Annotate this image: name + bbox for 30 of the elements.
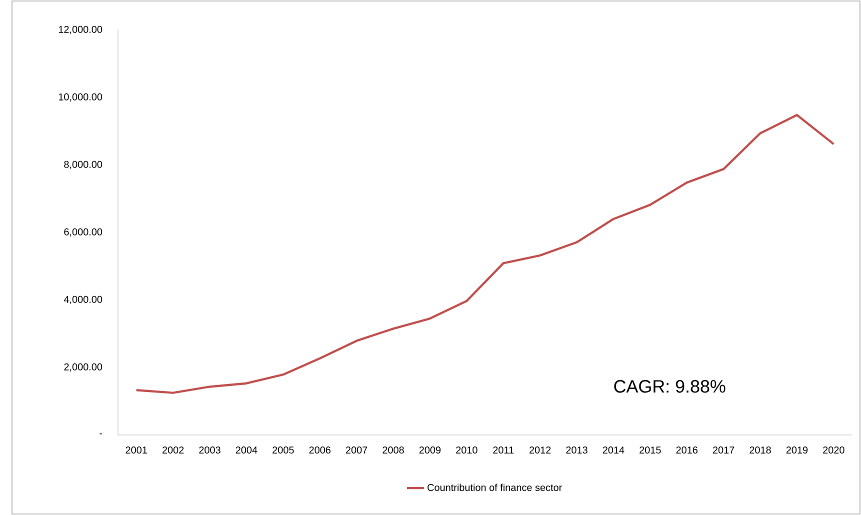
x-tick-label: 2002 [162, 446, 184, 454]
x-tick-label: 2010 [456, 446, 478, 454]
legend-label: Countribution of finance sector [428, 484, 562, 492]
y-tick-label: - [100, 433, 102, 434]
line-series [135, 114, 835, 394]
x-tick-label: 2018 [750, 446, 771, 454]
x-tick-label: 2012 [529, 446, 551, 454]
x-tick-label: 2003 [199, 446, 220, 454]
x-tick-label: 2007 [346, 446, 368, 454]
y-tick-label: 8,000.00 [64, 160, 102, 170]
x-tick-label: 2015 [640, 446, 661, 454]
x-tick-label: 2009 [419, 446, 441, 454]
x-tick-label: 2019 [786, 446, 808, 454]
x-tick-label: 2016 [676, 446, 698, 454]
y-tick-label: 12,000.00 [58, 26, 102, 34]
x-tick-label: 2004 [236, 446, 258, 454]
y-tick-label: 10,000.00 [58, 93, 102, 102]
x-tick-label: 2008 [382, 446, 404, 454]
x-tick-label: 2006 [309, 446, 331, 454]
y-tick-label: 4,000.00 [64, 296, 102, 304]
annotation: CAGR: 9.88% [614, 380, 726, 393]
x-tick-label: 2020 [823, 446, 844, 454]
x-tick-label: 2014 [602, 446, 624, 454]
x-tick-label: 2011 [493, 446, 514, 454]
x-tick-label: 2013 [566, 446, 588, 454]
x-tick-label: 2001 [126, 446, 147, 454]
x-tick-label: 2017 [712, 446, 734, 454]
x-tick-label: 2005 [272, 446, 294, 454]
y-tick-label: 6,000.00 [64, 228, 102, 237]
y-tick-label: 2,000.00 [64, 363, 102, 372]
